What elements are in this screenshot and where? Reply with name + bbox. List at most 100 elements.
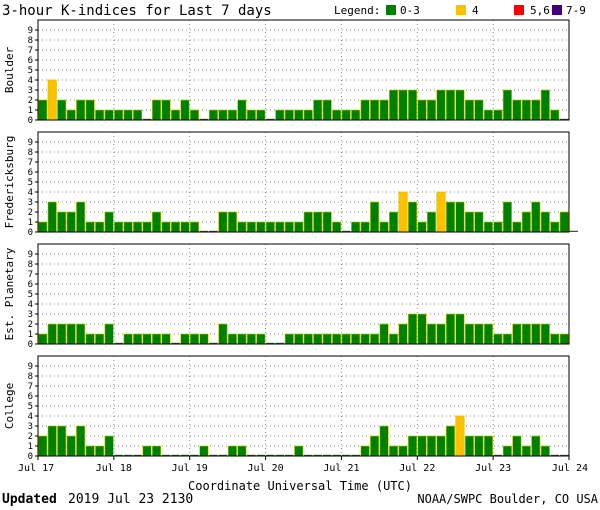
k-bar bbox=[341, 454, 351, 456]
k-bar bbox=[247, 454, 256, 456]
panel-label: Boulder bbox=[3, 46, 16, 93]
k-bar bbox=[170, 109, 181, 121]
k-bar bbox=[237, 99, 247, 121]
k-bar bbox=[512, 323, 522, 345]
k-bar bbox=[246, 109, 256, 121]
k-bar bbox=[38, 333, 48, 345]
k-bar bbox=[180, 333, 190, 345]
y-tick-label: 3 bbox=[28, 310, 33, 320]
k-bar bbox=[560, 454, 569, 456]
k-bar bbox=[322, 333, 332, 345]
k-bar bbox=[512, 221, 522, 233]
k-bar bbox=[57, 99, 67, 121]
k-bar bbox=[408, 435, 418, 457]
y-tick-label: 5 bbox=[28, 66, 33, 76]
k-bar bbox=[540, 211, 550, 233]
k-bar bbox=[275, 454, 285, 456]
k-bar bbox=[313, 333, 323, 345]
k-bar bbox=[180, 221, 190, 233]
k-bar bbox=[151, 333, 162, 345]
y-tick-label: 3 bbox=[28, 198, 33, 208]
k-bar bbox=[114, 221, 124, 233]
k-bar bbox=[199, 333, 209, 345]
k-bar bbox=[199, 445, 209, 457]
y-tick-label: 7 bbox=[28, 46, 33, 56]
k-bar bbox=[512, 99, 522, 121]
k-bar bbox=[133, 109, 143, 121]
k-bar bbox=[464, 323, 474, 345]
k-bar bbox=[455, 201, 465, 233]
k-bar bbox=[303, 109, 313, 121]
updated-value: 2019 Jul 23 2130 bbox=[68, 492, 193, 507]
k-bar bbox=[502, 333, 512, 345]
k-bar bbox=[171, 454, 180, 456]
k-bar bbox=[95, 109, 105, 121]
k-bar bbox=[474, 435, 484, 457]
k-bar bbox=[256, 109, 266, 121]
y-tick-label: 0 bbox=[28, 116, 33, 126]
k-bar bbox=[426, 435, 437, 457]
k-bar bbox=[294, 333, 304, 345]
k-bar bbox=[322, 454, 332, 456]
k-bar bbox=[483, 221, 493, 233]
k-bar bbox=[47, 201, 57, 233]
k-bar bbox=[502, 89, 512, 121]
k-bar bbox=[370, 333, 380, 345]
k-bar bbox=[332, 221, 342, 233]
k-bar bbox=[341, 109, 351, 121]
k-bar bbox=[266, 454, 275, 456]
x-axis-label: Coordinate Universal Time (UTC) bbox=[188, 479, 412, 493]
k-bar bbox=[426, 99, 437, 121]
k-bar bbox=[237, 333, 247, 345]
k-bar bbox=[189, 333, 199, 345]
k-bar bbox=[208, 109, 218, 121]
k-bar bbox=[114, 342, 123, 344]
k-bar bbox=[95, 221, 105, 233]
x-tick-label: Jul 22 bbox=[399, 463, 435, 474]
k-bar bbox=[398, 191, 408, 233]
k-bar bbox=[284, 221, 294, 233]
y-tick-label: 7 bbox=[28, 158, 33, 168]
k-bar bbox=[76, 323, 86, 345]
k-bar bbox=[189, 109, 199, 121]
k-bar bbox=[483, 435, 493, 457]
k-bar bbox=[332, 109, 342, 121]
k-bar bbox=[493, 454, 503, 456]
legend-swatch-4 bbox=[456, 5, 466, 15]
y-tick-label: 1 bbox=[28, 218, 33, 228]
k-bar bbox=[76, 425, 86, 457]
k-bar bbox=[142, 333, 152, 345]
k-bar bbox=[76, 99, 86, 121]
k-bar bbox=[417, 313, 427, 345]
k-bar bbox=[256, 454, 266, 456]
updated-label: Updated bbox=[2, 492, 57, 507]
k-bar bbox=[436, 89, 446, 121]
k-bar bbox=[379, 323, 389, 345]
k-bar bbox=[370, 435, 380, 457]
k-bar bbox=[47, 323, 57, 345]
k-bar bbox=[389, 445, 399, 457]
k-bar bbox=[379, 99, 389, 121]
legend-item-5-6: 5,6 bbox=[530, 4, 550, 17]
k-bar bbox=[218, 323, 228, 345]
y-tick-label: 1 bbox=[28, 106, 33, 116]
k-bar bbox=[370, 201, 380, 233]
k-bar bbox=[227, 109, 237, 121]
y-tick-label: 8 bbox=[28, 260, 33, 270]
k-bar bbox=[464, 435, 474, 457]
legend-label: Legend: bbox=[334, 4, 380, 17]
k-bar bbox=[332, 454, 341, 456]
k-bar bbox=[493, 221, 503, 233]
y-tick-label: 8 bbox=[28, 148, 33, 158]
k-bar bbox=[550, 333, 560, 345]
y-tick-label: 4 bbox=[28, 300, 33, 310]
k-bar bbox=[417, 435, 427, 457]
y-tick-label: 9 bbox=[28, 138, 33, 148]
k-bar bbox=[540, 323, 550, 345]
k-bar bbox=[417, 99, 427, 121]
y-tick-label: 2 bbox=[28, 320, 33, 330]
k-bar bbox=[209, 230, 218, 232]
y-tick-label: 9 bbox=[28, 250, 33, 260]
legend: Legend: 0-3 4 5,6 7-9 bbox=[334, 4, 586, 17]
k-bar bbox=[199, 118, 209, 120]
